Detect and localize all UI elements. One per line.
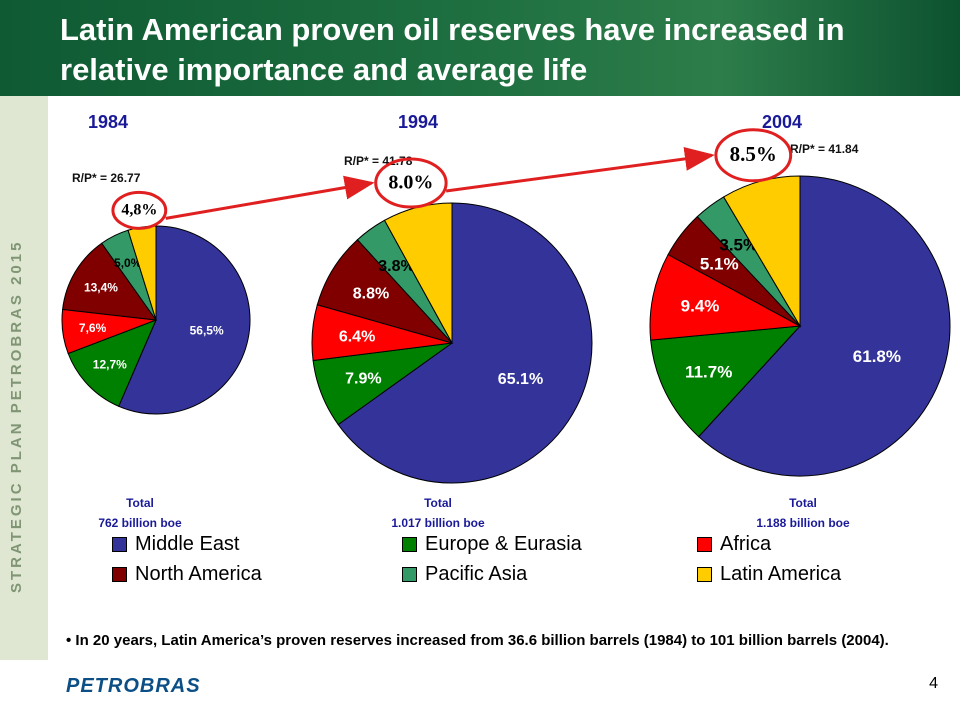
legend-label: Middle East <box>135 532 240 555</box>
header-banner: Latin American proven oil reserves have … <box>0 0 960 96</box>
legend-label: Africa <box>720 532 772 555</box>
pie-label-1984-pacific-asia: 5,0% <box>114 256 142 270</box>
legend-swatch <box>112 536 127 552</box>
legend-label: Europe & Eurasia <box>425 532 582 555</box>
pie-slice-2004-middle-east <box>697 175 951 477</box>
rp-ratio-1994: R/P* = 41.78 <box>344 154 413 168</box>
pie-label-2004-pacific-asia: 3.5% <box>719 235 758 254</box>
total-label-1994: Total <box>424 496 452 510</box>
legend-item-latin-america: Latin America <box>697 562 841 586</box>
year-label-1984: 1984 <box>88 112 129 132</box>
legend-swatch <box>112 566 127 582</box>
pie-label-1994-pacific-asia: 3.8% <box>378 258 414 275</box>
pie-label-2004-latin-america: 8.5% <box>730 142 777 166</box>
highlight-circle-1984 <box>111 190 168 230</box>
total-label-2004: Total <box>789 496 817 510</box>
year-label-2004: 2004 <box>762 112 803 132</box>
legend-label: North America <box>135 562 262 585</box>
legend-item-north-america: North America <box>112 562 262 586</box>
legend-swatch <box>697 566 712 582</box>
pie-slice-2004-europe-eurasia <box>650 325 802 438</box>
total-value-2004: 1.188 billion boe <box>756 516 850 530</box>
pie-label-2004-europe-eurasia: 11.7% <box>685 362 732 381</box>
legend-item-africa: Africa <box>697 532 771 556</box>
pie-label-2004-middle-east: 61.8% <box>853 347 901 366</box>
legend-label: Latin America <box>720 562 842 585</box>
trend-arrow-1984-1994 <box>165 175 375 220</box>
pie-label-2004-north-america: 5.1% <box>700 255 739 274</box>
footnote-text: • In 20 years, Latin America’s proven re… <box>66 632 889 649</box>
legend-swatch <box>402 566 417 582</box>
highlight-circle-2004 <box>714 128 793 183</box>
pie-label-1984-latin-america: 4,8% <box>121 202 157 219</box>
page-number: 4 <box>929 675 938 692</box>
legend-swatch <box>697 536 712 552</box>
pie-label-1984-middle-east: 56,5% <box>190 324 224 338</box>
petrobras-logo: PETROBRAS <box>66 675 201 697</box>
pie-label-1994-latin-america: 8.0% <box>388 172 433 194</box>
pie-label-1994-north-america: 8.8% <box>353 286 389 303</box>
year-label-1994: 1994 <box>398 112 439 132</box>
total-label-1984: Total <box>126 496 154 510</box>
trend-arrow-1994-2004 <box>445 146 715 193</box>
pie-label-1994-europe-eurasia: 7.9% <box>345 370 381 387</box>
pie-label-1984-europe-eurasia: 12,7% <box>93 357 127 371</box>
rp-ratio-2004: R/P* = 41.84 <box>790 142 859 156</box>
sidebar-band: STRATEGIC PLAN PETROBRAS 2015 <box>0 96 48 660</box>
highlight-circle-1994 <box>374 157 448 209</box>
legend-swatch <box>402 536 417 552</box>
legend-item-middle-east: Middle East <box>112 532 240 556</box>
pie-slice-1994-middle-east <box>337 202 593 484</box>
chart-legend: Middle East Europe & Eurasia Africa North A… <box>112 532 892 588</box>
legend-label: Pacific Asia <box>425 562 528 585</box>
pie-label-1994-middle-east: 65.1% <box>498 371 543 388</box>
legend-item-europe-eurasia: Europe & Eurasia <box>402 532 582 556</box>
legend-item-pacific-asia: Pacific Asia <box>402 562 527 586</box>
pie-slice-1984-europe-eurasia <box>67 319 157 407</box>
pie-label-2004-africa: 9.4% <box>681 297 720 316</box>
pie-slice-1984-north-america <box>62 242 158 321</box>
rp-ratio-1984: R/P* = 26.77 <box>72 171 141 185</box>
pie-slice-2004-africa <box>649 253 802 341</box>
total-value-1994: 1.017 billion boe <box>391 516 485 530</box>
pie-label-1984-north-america: 13,4% <box>84 281 118 295</box>
pie-label-1994-africa: 6.4% <box>339 328 375 345</box>
pie-label-1984-africa: 7,6% <box>79 321 107 335</box>
total-value-1984: 762 billion boe <box>98 516 182 530</box>
pie-slice-1984-middle-east <box>118 225 251 415</box>
page-title: Latin American proven oil reserves have … <box>60 12 845 87</box>
